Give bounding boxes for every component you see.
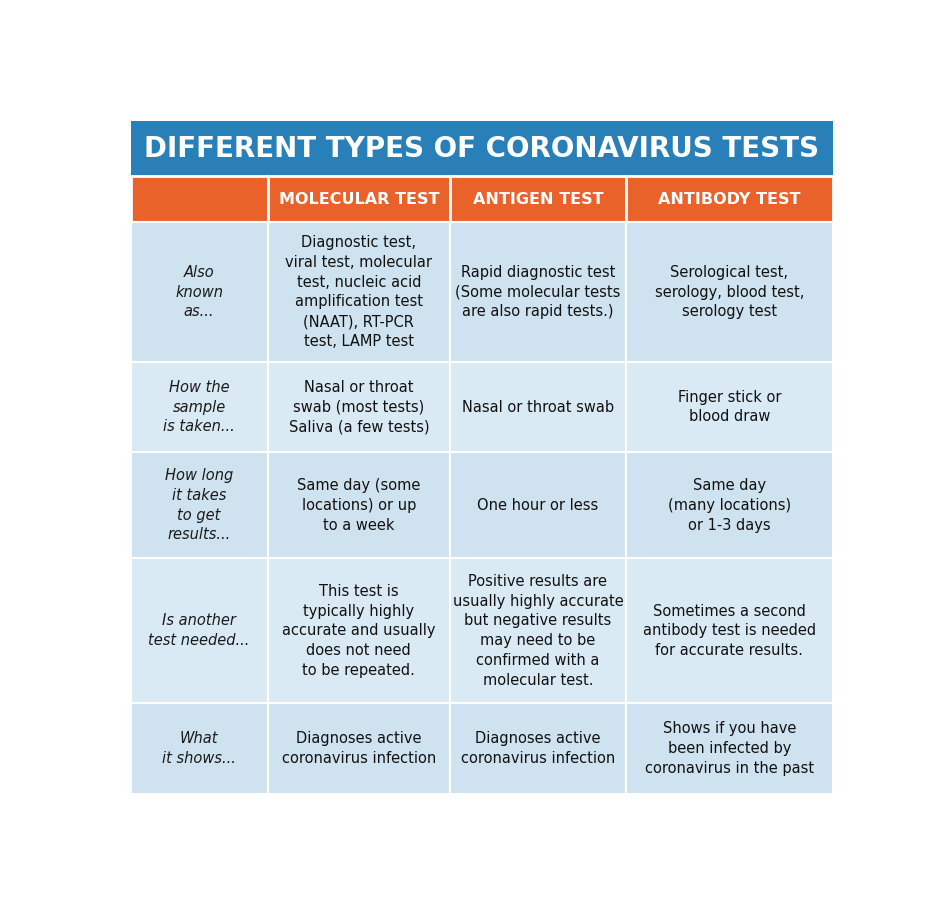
Bar: [626, 222, 833, 361]
Text: Rapid diagnostic test
(Some molecular tests
are also rapid tests.): Rapid diagnostic test (Some molecular te…: [455, 265, 620, 319]
Bar: [450, 558, 626, 703]
Text: Diagnoses active
coronavirus infection: Diagnoses active coronavirus infection: [461, 731, 615, 766]
Text: Diagnoses active
coronavirus infection: Diagnoses active coronavirus infection: [282, 731, 436, 766]
Text: How the
sample
is taken...: How the sample is taken...: [164, 380, 235, 434]
Text: Also
known
as...: Also known as...: [175, 265, 223, 319]
Bar: [131, 121, 833, 177]
Text: Nasal or throat
swab (most tests)
Saliva (a few tests): Nasal or throat swab (most tests) Saliva…: [289, 380, 430, 434]
Bar: [268, 177, 450, 222]
Text: Shows if you have
been infected by
coronavirus in the past: Shows if you have been infected by coron…: [645, 721, 814, 776]
Text: One hour or less: One hour or less: [478, 497, 599, 513]
Text: Finger stick or
blood draw: Finger stick or blood draw: [678, 390, 781, 425]
Bar: [450, 361, 626, 452]
Bar: [268, 222, 450, 361]
Bar: [626, 703, 833, 794]
Bar: [450, 177, 626, 222]
Bar: [626, 361, 833, 452]
Text: DIFFERENT TYPES OF CORONAVIRUS TESTS: DIFFERENT TYPES OF CORONAVIRUS TESTS: [144, 135, 820, 163]
Bar: [626, 177, 833, 222]
Bar: [268, 452, 450, 558]
Bar: [450, 222, 626, 361]
Text: Sometimes a second
antibody test is needed
for accurate results.: Sometimes a second antibody test is need…: [643, 603, 816, 658]
Text: Nasal or throat swab: Nasal or throat swab: [462, 400, 614, 415]
Bar: [450, 452, 626, 558]
Bar: [626, 452, 833, 558]
Text: What
it shows...: What it shows...: [162, 731, 236, 766]
Text: ANTIGEN TEST: ANTIGEN TEST: [473, 192, 603, 207]
Bar: [131, 452, 268, 558]
Bar: [131, 361, 268, 452]
Text: How long
it takes
to get
results...: How long it takes to get results...: [164, 468, 233, 543]
Text: This test is
typically highly
accurate and usually
does not need
to be repeated.: This test is typically highly accurate a…: [282, 583, 435, 678]
Text: Positive results are
usually highly accurate
but negative results
may need to be: Positive results are usually highly accu…: [452, 573, 623, 688]
Bar: [131, 703, 268, 794]
Text: Same day
(many locations)
or 1-3 days: Same day (many locations) or 1-3 days: [667, 478, 791, 533]
Bar: [268, 361, 450, 452]
Bar: [626, 558, 833, 703]
Text: ANTIBODY TEST: ANTIBODY TEST: [658, 192, 801, 207]
Bar: [131, 177, 268, 222]
Text: Same day (some
locations) or up
to a week: Same day (some locations) or up to a wee…: [297, 478, 420, 533]
Bar: [131, 222, 268, 361]
Text: Diagnostic test,
viral test, molecular
test, nucleic acid
amplification test
(NA: Diagnostic test, viral test, molecular t…: [286, 235, 432, 349]
Bar: [131, 558, 268, 703]
Bar: [268, 558, 450, 703]
Bar: [450, 703, 626, 794]
Text: Serological test,
serology, blood test,
serology test: Serological test, serology, blood test, …: [654, 265, 804, 319]
Text: MOLECULAR TEST: MOLECULAR TEST: [278, 192, 439, 207]
Text: Is another
test needed...: Is another test needed...: [149, 613, 250, 649]
Bar: [268, 703, 450, 794]
